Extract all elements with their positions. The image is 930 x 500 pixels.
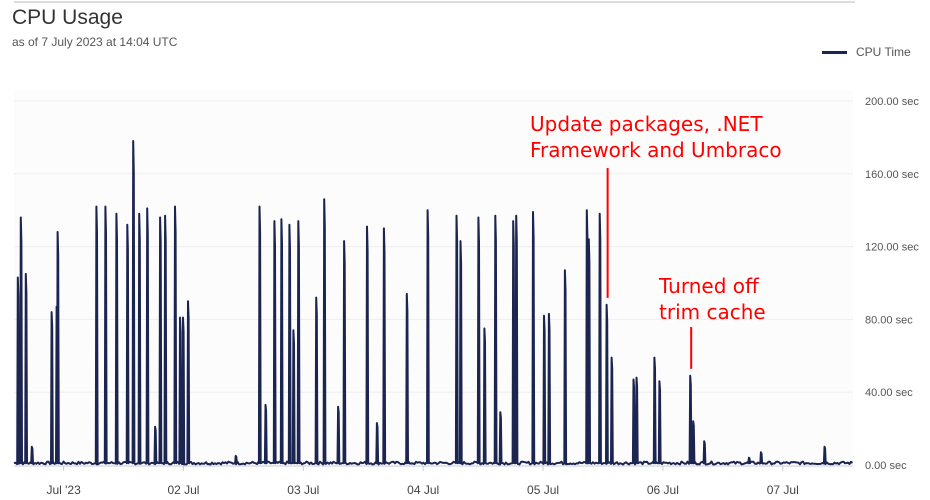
cpu-time-peak-point	[273, 220, 276, 222]
cpu-time-peak-point	[426, 209, 429, 211]
cpu-time-peak-point	[512, 220, 514, 222]
legend-label: CPU Time	[856, 45, 911, 59]
y-tick-label: 80.00 sec	[865, 314, 913, 326]
cpu-time-series-line	[13, 140, 854, 466]
cpu-time-peak-point	[455, 214, 458, 217]
annotation-text: trim cache	[659, 300, 766, 324]
cpu-time-peak-point	[748, 456, 750, 459]
cpu-time-peak-point	[323, 198, 326, 201]
cpu-time-peak-point	[692, 420, 694, 423]
page-subtitle: as of 7 July 2023 at 14:04 UTC	[12, 35, 178, 49]
x-tick-label: 07 Jul	[767, 483, 799, 497]
cpu-time-peak-point	[366, 225, 368, 228]
plot-background	[14, 90, 853, 468]
cpu-time-peak-point	[632, 378, 635, 381]
cpu-time-peak-point	[138, 213, 140, 215]
cpu-time-peak-point	[483, 327, 486, 330]
cpu-time-peak-point	[182, 316, 184, 319]
y-tick-label: 160.00 sec	[865, 169, 919, 181]
cpu-time-peak-point	[288, 223, 291, 226]
cpu-time-peak-point	[499, 411, 502, 414]
cpu-time-peak-point	[532, 211, 534, 213]
cpu-time-peak-point	[104, 205, 107, 208]
cpu-time-peak-point	[264, 404, 267, 406]
page-title: CPU Usage	[12, 6, 123, 29]
cpu-time-peak-point	[405, 293, 408, 295]
cpu-time-peak-point	[586, 209, 588, 211]
annotation-text: Framework and Umbraco	[530, 138, 782, 162]
cpu-time-peak-point	[50, 311, 53, 313]
cpu-time-peak-point	[703, 440, 705, 443]
cpu-time-peak-point	[187, 300, 189, 303]
cpu-time-peak-point	[132, 140, 134, 142]
cpu-time-peak-point	[588, 238, 590, 241]
cpu-time-peak-point	[174, 205, 176, 208]
cpu-time-peak-point	[146, 207, 148, 210]
y-tick-label: 0.00 sec	[865, 460, 907, 472]
cpu-time-peak-point	[159, 216, 161, 219]
cpu-time-peak-point	[653, 356, 656, 359]
cpu-time-peak-point	[31, 446, 33, 448]
x-tick-label: Jul '23	[46, 483, 81, 497]
cpu-time-peak-point	[315, 296, 318, 299]
annotation-text: Update packages, .NET	[530, 112, 763, 136]
cpu-time-peak-point	[234, 455, 237, 457]
cpu-time-peak-point	[297, 220, 300, 222]
cpu-time-peak-point	[20, 216, 22, 219]
x-tick-label: 03 Jul	[287, 483, 319, 497]
cpu-time-peak-point	[823, 446, 826, 448]
cpu-time-peak-point	[258, 205, 261, 208]
legend-item-cpu-time[interactable]: CPU Time	[822, 45, 911, 59]
x-tick-label: 04 Jul	[407, 483, 439, 497]
cpu-time-peak-point	[605, 304, 608, 306]
x-tick-label: 05 Jul	[527, 483, 559, 497]
cpu-time-peak-point	[635, 376, 638, 379]
cpu-time-peak-point	[126, 223, 129, 226]
cpu-time-peak-point	[25, 273, 27, 275]
cpu-time-peak-point	[689, 375, 691, 377]
top-divider	[14, 1, 855, 3]
cpu-time-peak-point	[459, 240, 462, 242]
x-tick-label: 06 Jul	[647, 483, 679, 497]
cpu-time-peak-point	[383, 227, 385, 230]
cpu-time-peak-point	[179, 316, 181, 319]
y-tick-label: 40.00 sec	[865, 387, 913, 399]
cpu-time-peak-point	[543, 314, 545, 317]
cpu-time-peak-point	[280, 218, 283, 221]
x-tick-label: 02 Jul	[167, 483, 199, 497]
cpu-time-peak-point	[115, 213, 118, 215]
cpu-time-peak-point	[154, 425, 156, 428]
legend-swatch	[822, 50, 847, 54]
cpu-time-peak-point	[95, 205, 98, 208]
cpu-time-peak-point	[292, 329, 295, 332]
cpu-time-peak-point	[564, 269, 566, 272]
cpu-time-peak-point	[56, 231, 59, 233]
cpu-time-peak-point	[55, 305, 58, 308]
cpu-time-peak-point	[658, 380, 661, 383]
cpu-time-peak-point	[376, 422, 378, 424]
cpu-time-peak-point	[343, 240, 345, 242]
y-tick-label: 120.00 sec	[865, 242, 919, 254]
annotation-text: Turned off	[658, 274, 760, 298]
cpu-time-peak-point	[598, 213, 601, 215]
y-tick-label: 200.00 sec	[865, 96, 919, 108]
cpu-time-peak-point	[494, 214, 497, 217]
cpu-time-peak-point	[164, 214, 166, 217]
cpu-time-peak-point	[17, 276, 19, 279]
cpu-time-peak-point	[548, 313, 550, 315]
cpu-time-peak-point	[477, 216, 480, 219]
cpu-time-peak-point	[760, 451, 762, 454]
cpu-time-peak-point	[610, 356, 613, 359]
cpu-time-peak-point	[515, 214, 517, 217]
cpu-time-peak-point	[337, 405, 339, 408]
